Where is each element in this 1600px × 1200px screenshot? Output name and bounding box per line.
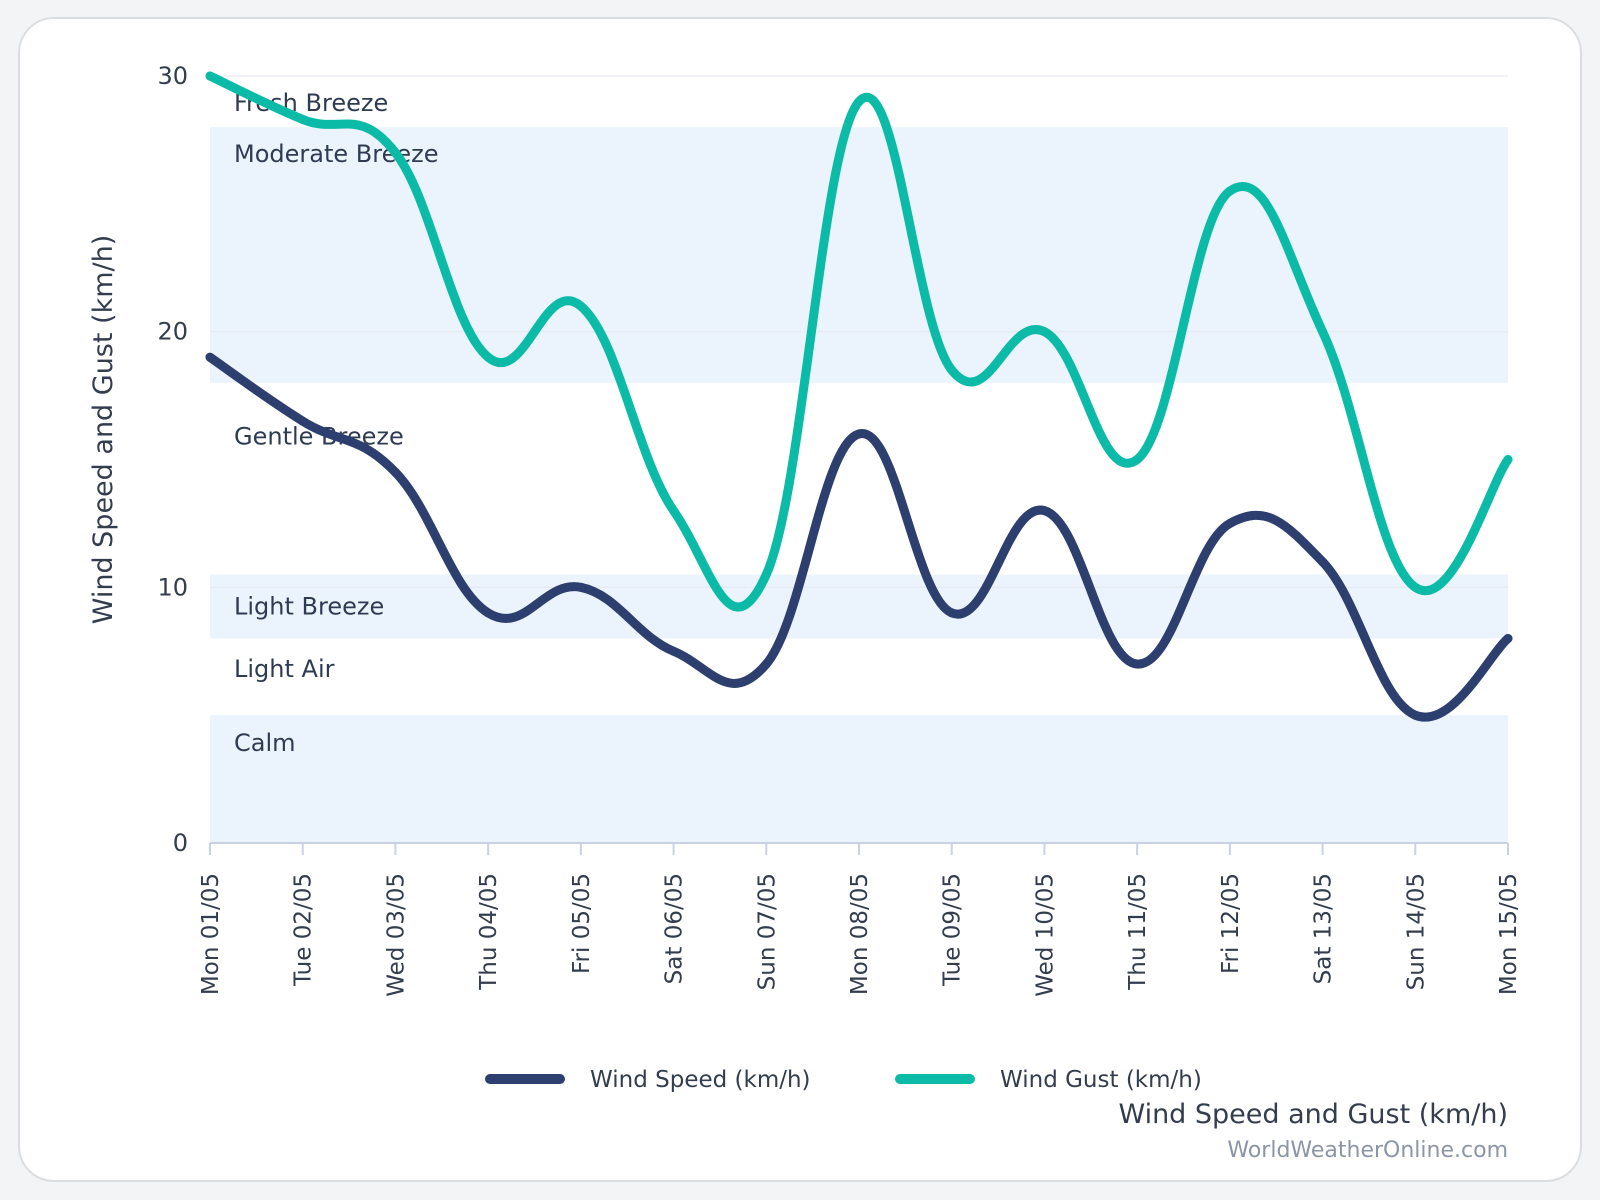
y-tick-label: 10 (157, 573, 188, 601)
data-point-wind-speed (947, 608, 957, 618)
x-tick-label: Tue 02/05 (291, 873, 317, 987)
legend-label-wind-gust[interactable]: Wind Gust (km/h) (1000, 1067, 1202, 1093)
data-point-wind-gust (947, 365, 957, 375)
data-point-wind-gust (669, 506, 679, 516)
data-point-wind-speed (761, 659, 771, 669)
data-point-wind-gust (1132, 455, 1142, 464)
x-tick-label: Mon 15/05 (1496, 873, 1522, 995)
legend-label-wind-speed[interactable]: Wind Speed (km/h) (590, 1067, 811, 1093)
data-point-wind-gust (854, 97, 864, 107)
y-tick-label: 30 (157, 62, 188, 90)
data-point-wind-speed (576, 582, 586, 592)
data-point-wind-speed (298, 416, 308, 426)
data-point-wind-gust (1503, 455, 1513, 464)
band-light-breeze (210, 574, 1508, 639)
data-point-wind-gust (576, 301, 586, 311)
x-tick-label: Mon 01/05 (198, 873, 224, 995)
data-point-wind-speed (390, 467, 400, 477)
y-tick-label: 20 (157, 318, 188, 346)
x-tick-label: Thu 11/05 (1125, 873, 1151, 991)
data-point-wind-gust (1410, 582, 1420, 592)
credit-text: WorldWeatherOnline.com (1227, 1138, 1508, 1163)
y-axis-title: Wind Speed and Gust (km/h) (88, 235, 119, 625)
data-point-wind-gust (1039, 327, 1049, 337)
data-point-wind-gust (1225, 186, 1235, 196)
series-line-wind-gust (205, 71, 1513, 612)
x-tick-label: Fri 05/05 (569, 873, 595, 974)
data-point-wind-speed (669, 646, 679, 656)
data-point-wind-speed (1503, 633, 1513, 643)
x-tick-label: Fri 12/05 (1218, 873, 1244, 974)
chart-caption: Wind Speed and Gust (km/h) (1118, 1099, 1508, 1130)
x-tick-label: Wed 10/05 (1032, 873, 1058, 997)
x-tick-label: Mon 08/05 (847, 873, 873, 995)
data-point-wind-speed (1225, 518, 1235, 528)
data-point-wind-speed (205, 352, 215, 362)
data-point-wind-gust (390, 148, 400, 158)
x-tick-label: Sun 07/05 (754, 873, 780, 990)
x-tick-label: Sat 06/05 (662, 873, 688, 984)
data-point-wind-speed (1410, 710, 1420, 720)
data-point-wind-speed (1132, 659, 1142, 669)
x-tick-label: Sun 14/05 (1403, 873, 1429, 990)
band-calm (210, 715, 1508, 843)
data-point-wind-gust (761, 570, 771, 580)
data-point-wind-speed (483, 608, 493, 618)
x-tick-label: Wed 03/05 (383, 873, 409, 997)
x-tick-label: Sat 13/05 (1311, 873, 1337, 984)
data-point-wind-gust (1318, 327, 1328, 337)
y-tick-label: 0 (173, 829, 188, 857)
data-point-wind-speed (854, 429, 864, 439)
data-point-wind-speed (1039, 506, 1049, 516)
x-tick-label: Thu 04/05 (476, 873, 502, 991)
x-tick-label: Tue 09/05 (940, 873, 966, 987)
chart-card: 0 10 20 30 Calm Light Air Light Breeze Gentle B… (18, 17, 1582, 1182)
band-label: Calm (234, 729, 296, 757)
band-label: Light Breeze (234, 593, 384, 621)
series-line-wind-speed (205, 352, 1513, 722)
data-point-wind-gust (205, 71, 215, 81)
data-point-wind-speed (1318, 557, 1328, 567)
data-point-wind-gust (483, 352, 493, 362)
band-label: Light Air (234, 655, 335, 683)
data-point-wind-gust (298, 114, 308, 124)
